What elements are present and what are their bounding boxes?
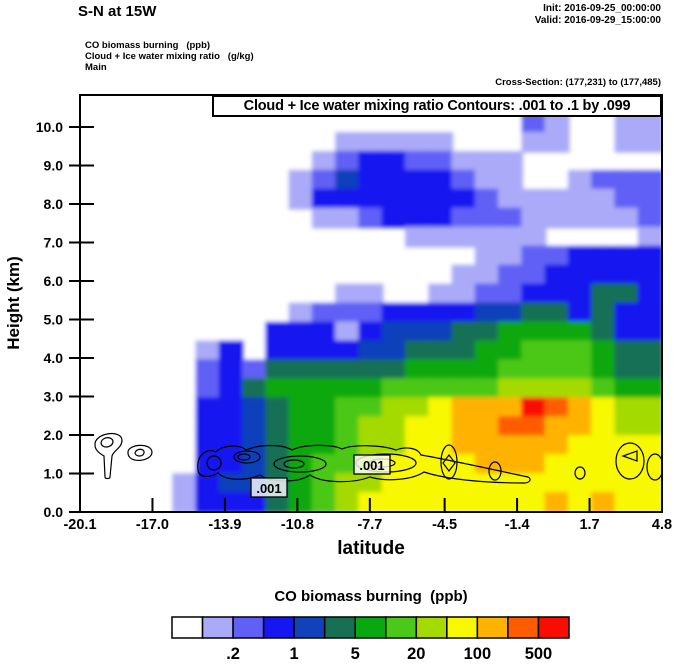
contour-field (80, 95, 662, 512)
y-axis: 0.0 1.0 2.0 3.0 4.0 5.0 6.0 7.0 8.0 9.0 10.0 (36, 119, 94, 520)
svg-text:4.8: 4.8 (652, 517, 672, 533)
colorbar-tick-label: 100 (464, 645, 492, 663)
legend-fill-field: CO biomass burning (ppb) (85, 40, 211, 51)
contour-title-box: Cloud + Ice water mixing ratio Contours:… (212, 95, 662, 117)
contour-value-label: .001 (250, 477, 288, 498)
colorbar-swatch (201, 616, 234, 639)
svg-text:1.0: 1.0 (44, 466, 64, 482)
svg-text:1.7: 1.7 (579, 517, 599, 533)
svg-text:3.0: 3.0 (44, 389, 64, 405)
svg-text:-1.4: -1.4 (505, 517, 530, 533)
colorbar-swatch (537, 616, 570, 639)
colorbar-swatch (171, 616, 204, 639)
colorbar-swatch (415, 616, 448, 639)
colorbar: .2 1 5 20 100 500 (171, 616, 570, 663)
legend-grid-name: Main (85, 62, 107, 73)
svg-text:8.0: 8.0 (44, 196, 64, 212)
colorbar-swatch (354, 616, 387, 639)
colorbar-tick-label: 1 (290, 645, 299, 663)
svg-text:-10.8: -10.8 (281, 517, 314, 533)
svg-text:-13.9: -13.9 (208, 517, 241, 533)
colorbar-tick-label: 500 (525, 645, 553, 663)
colorbar-swatch (293, 616, 326, 639)
colorbar-tick-label: 5 (351, 645, 360, 663)
svg-text:-20.1: -20.1 (63, 517, 96, 533)
contour-value-label: .001 (353, 454, 391, 475)
svg-text:.001: .001 (256, 481, 281, 496)
legend-contour-field: Cloud + Ice water mixing ratio (g/kg) (85, 51, 254, 62)
x-axis-title: latitude (337, 538, 405, 559)
svg-text:6.0: 6.0 (44, 273, 64, 289)
svg-text:7.0: 7.0 (44, 235, 64, 251)
colorbar-tick-label: .2 (226, 645, 240, 663)
svg-text:0.0: 0.0 (44, 504, 64, 520)
valid-timestamp: Valid: 2016-09-29_15:00:00 (534, 15, 661, 26)
svg-text:-4.5: -4.5 (432, 517, 457, 533)
svg-text:10.0: 10.0 (36, 119, 63, 135)
y-axis-title: Height (km) (4, 256, 23, 350)
x-axis: -20.1 -17.0 -13.9 -10.8 -7.7 -4.5 -1.4 1.7 4.8 (63, 498, 672, 533)
colorbar-swatch (476, 616, 509, 639)
svg-text:4.0: 4.0 (44, 350, 64, 366)
svg-text:-7.7: -7.7 (357, 517, 382, 533)
colorbar-swatch (232, 616, 265, 639)
colorbar-swatch (507, 616, 540, 639)
colorbar-swatch (385, 616, 418, 639)
colorbar-swatch (446, 616, 479, 639)
colorbar-title: CO biomass burning (ppb) (274, 588, 468, 605)
init-timestamp: Init: 2016-09-25_00:00:00 (543, 3, 661, 14)
svg-text:2.0: 2.0 (44, 427, 64, 443)
svg-text:5.0: 5.0 (44, 312, 64, 328)
cross-section-info: Cross-Section: (177,231) to (177,485) (495, 77, 661, 88)
colorbar-tick-label: 20 (407, 645, 425, 663)
svg-text:.001: .001 (359, 458, 384, 473)
svg-text:9.0: 9.0 (44, 158, 64, 174)
page-title: S-N at 15W (78, 3, 157, 20)
colorbar-swatch (323, 616, 356, 639)
colorbar-swatch (262, 616, 295, 639)
svg-text:-17.0: -17.0 (136, 517, 169, 533)
